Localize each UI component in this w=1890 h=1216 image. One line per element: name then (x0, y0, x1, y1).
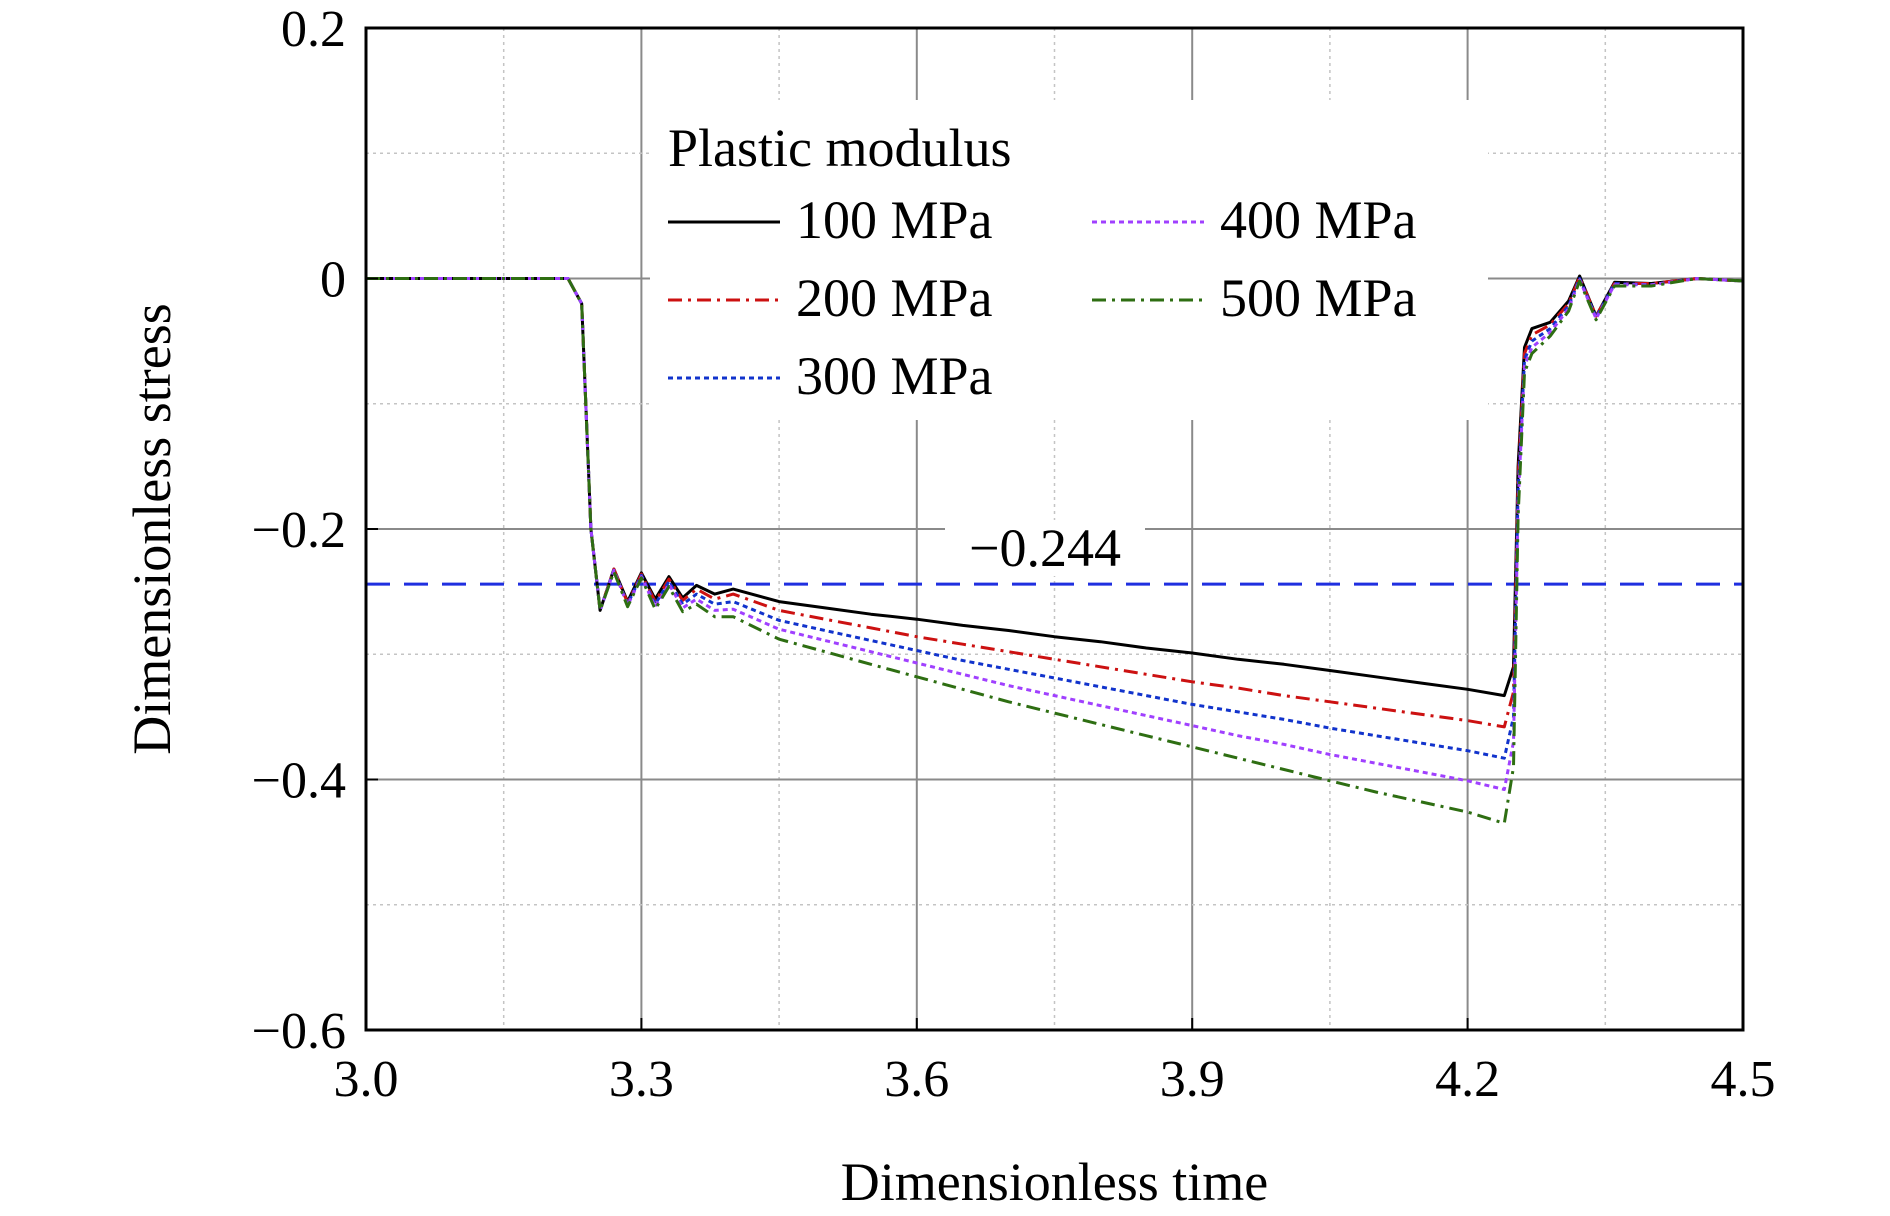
x-tick-label: 4.2 (1435, 1051, 1500, 1108)
legend: Plastic modulus 100 MPa 200 MPa 300 MPa 400… (668, 118, 1417, 406)
legend-entry-label: 100 MPa (796, 190, 993, 250)
y-tick-label: 0.2 (281, 1, 346, 58)
legend-entry-label: 200 MPa (796, 268, 993, 328)
reference-line-group: −0.244 (366, 518, 1743, 586)
series-group (366, 274, 1744, 825)
x-axis-ticks: 3.0 3.3 3.6 3.9 4.2 4.5 (334, 1018, 1776, 1108)
x-axis-title: Dimensionless time (841, 1152, 1268, 1212)
x-tick-label: 3.3 (609, 1051, 674, 1108)
reference-line-label: −0.244 (969, 518, 1121, 578)
y-tick-label: −0.4 (252, 753, 346, 810)
x-tick-label: 3.0 (334, 1051, 399, 1108)
y-tick-label: −0.2 (252, 502, 346, 559)
legend-entry-label: 500 MPa (1220, 268, 1417, 328)
legend-title: Plastic modulus (668, 118, 1012, 178)
reference-label-background (945, 520, 1145, 576)
y-axis-ticks: 0.2 0 −0.2 −0.4 −0.6 (252, 1, 378, 1060)
y-axis-title: Dimensionless stress (122, 303, 182, 755)
x-tick-label: 4.5 (1711, 1051, 1776, 1108)
x-tick-label: 3.9 (1160, 1051, 1225, 1108)
series-line-500-mpa (366, 277, 1744, 825)
y-tick-label: −0.6 (252, 1003, 346, 1060)
y-tick-label: 0 (320, 252, 346, 309)
legend-entry-label: 300 MPa (796, 346, 993, 406)
legend-background (650, 100, 1488, 420)
x-tick-label: 3.6 (884, 1051, 949, 1108)
legend-entry-label: 400 MPa (1220, 190, 1417, 250)
